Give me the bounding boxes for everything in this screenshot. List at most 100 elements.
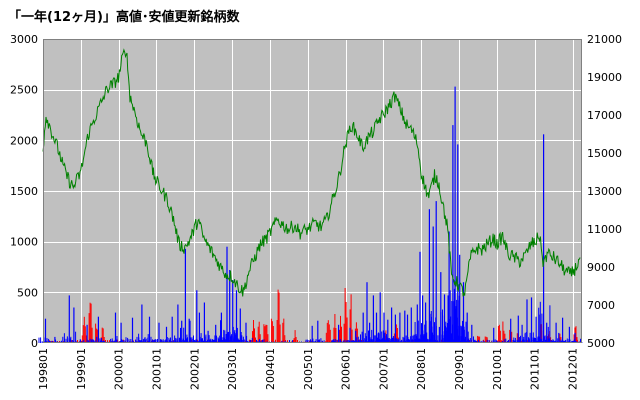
new-low-bar <box>455 306 457 343</box>
new-high-bar <box>345 302 347 343</box>
new-low-bar <box>73 307 75 343</box>
new-low-bar <box>243 339 245 343</box>
new-low-bar <box>371 339 373 343</box>
new-low-bar <box>549 338 551 343</box>
new-high-bar <box>346 317 348 343</box>
new-low-bar <box>166 337 168 343</box>
new-high-bar <box>283 339 284 343</box>
left-axis-tick-label: 1000 <box>10 236 38 249</box>
new-low-bar <box>131 317 134 343</box>
new-low-bar <box>517 315 519 343</box>
new-low-bar <box>403 337 405 343</box>
new-low-bar <box>520 335 521 343</box>
new-low-bar <box>89 338 91 343</box>
new-low-bar <box>186 334 188 343</box>
new-high-bar <box>577 339 578 343</box>
new-high-bar <box>293 338 295 343</box>
new-low-bar <box>38 337 40 343</box>
new-low-bar <box>197 340 199 343</box>
new-high-bar <box>479 336 481 343</box>
new-high-bar <box>271 321 273 343</box>
new-low-bar <box>471 324 473 343</box>
new-low-bar <box>443 331 445 343</box>
new-low-bar <box>68 338 70 343</box>
new-low-bar <box>421 323 422 343</box>
new-high-bar <box>504 333 506 343</box>
new-low-bar <box>402 337 404 343</box>
new-low-bar <box>52 340 53 343</box>
new-low-bar <box>318 339 320 343</box>
new-low-bar <box>199 334 200 343</box>
new-high-bar <box>309 340 310 343</box>
new-low-bar <box>454 322 456 343</box>
x-axis-tick-label: 200901 <box>453 348 466 390</box>
new-low-bar <box>432 326 434 343</box>
new-low-bar <box>212 339 214 343</box>
right-axis-tick-label: 13000 <box>587 185 622 198</box>
new-low-bar <box>493 327 495 343</box>
new-low-bar <box>223 329 225 343</box>
new-low-bar <box>161 339 163 343</box>
new-high-bar <box>503 330 505 343</box>
new-low-bar <box>404 310 406 343</box>
new-low-bar <box>458 335 460 343</box>
new-low-bar <box>407 337 409 343</box>
new-low-bar <box>428 209 430 343</box>
new-high-bar <box>95 323 97 343</box>
new-low-bar <box>427 339 429 343</box>
new-high-bar <box>71 340 72 343</box>
new-low-bar <box>308 340 310 343</box>
new-low-bar <box>382 330 384 343</box>
new-low-bar <box>178 337 180 343</box>
new-low-bar <box>227 336 229 343</box>
new-high-bar <box>356 328 358 343</box>
new-low-bar <box>71 340 73 343</box>
new-high-bar <box>333 327 335 343</box>
new-low-bar <box>104 340 106 343</box>
new-low-bar <box>44 318 47 343</box>
new-low-bar <box>562 317 564 343</box>
new-low-bar <box>426 332 428 343</box>
new-high-bar <box>484 336 486 343</box>
new-low-bar <box>164 340 166 343</box>
new-low-bar <box>561 340 563 343</box>
new-low-bar <box>198 312 200 343</box>
new-low-bar <box>210 338 212 343</box>
new-low-bar <box>352 340 354 343</box>
new-low-bar <box>263 339 265 343</box>
new-low-bar <box>381 338 383 343</box>
new-low-bar <box>568 326 570 343</box>
new-low-bar <box>184 248 186 343</box>
new-high-bar <box>341 326 342 343</box>
new-low-bar <box>370 339 372 343</box>
new-low-bar <box>424 338 425 343</box>
new-low-bar <box>408 339 410 343</box>
new-low-bar <box>334 340 335 343</box>
new-low-bar <box>394 340 396 343</box>
new-high-bar <box>105 340 106 343</box>
new-low-bar <box>315 339 317 343</box>
new-low-bar <box>430 311 432 343</box>
new-low-bar <box>439 340 441 343</box>
new-high-bar <box>96 328 98 343</box>
right-axis-tick-label: 9000 <box>587 261 615 274</box>
new-high-bar <box>498 324 500 343</box>
new-low-bar <box>145 338 147 343</box>
new-low-bar <box>96 336 98 343</box>
new-high-bar <box>334 314 336 343</box>
new-low-bar <box>135 339 137 343</box>
new-high-bar <box>547 336 549 343</box>
new-low-bar <box>368 330 369 343</box>
right-axis-tick-label: 7000 <box>587 299 615 312</box>
new-high-bar <box>477 335 479 343</box>
new-low-bar <box>333 339 335 343</box>
right-axis-tick-label: 5000 <box>587 337 615 350</box>
new-low-bar <box>160 339 161 343</box>
new-low-bar <box>351 340 352 343</box>
new-low-bar <box>423 335 425 343</box>
new-low-bar <box>250 339 251 343</box>
new-low-bar <box>360 334 361 343</box>
new-high-bar <box>264 326 266 343</box>
new-low-bar <box>338 324 340 343</box>
new-low-bar <box>144 338 146 343</box>
